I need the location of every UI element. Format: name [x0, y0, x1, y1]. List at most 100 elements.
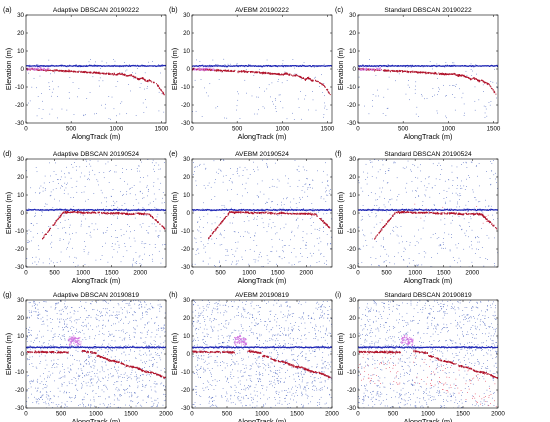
ground-point: [303, 212, 305, 214]
noise-point: [490, 170, 492, 172]
ground-point: [284, 213, 286, 215]
surface-point: [420, 65, 422, 67]
surface-point: [241, 208, 243, 210]
noise-point: [237, 241, 239, 243]
ground-point: [127, 213, 129, 215]
structure-point: [380, 70, 382, 71]
panel-letter: (d): [3, 151, 12, 158]
ground-point: [324, 85, 326, 87]
structure-point: [195, 69, 197, 71]
surface-point: [192, 209, 194, 211]
noise-point: [66, 166, 67, 168]
structure-point: [365, 67, 367, 69]
ground-point: [385, 70, 387, 72]
ground-point: [66, 210, 68, 212]
ground-point: [325, 223, 327, 225]
noise-point: [281, 201, 282, 203]
noise-point: [238, 231, 239, 233]
noise-point: [491, 170, 493, 172]
ground-point: [299, 76, 301, 78]
ground-point: [396, 71, 398, 73]
noise-point: [423, 256, 425, 258]
noise-point: [307, 178, 308, 180]
noise-point: [302, 240, 304, 242]
structure-point: [366, 68, 368, 70]
noise-point: [73, 114, 75, 115]
noise-point: [443, 198, 445, 199]
noise-point: [158, 236, 159, 238]
surface-point: [136, 210, 138, 212]
noise-point: [52, 207, 54, 209]
surface-point: [488, 65, 490, 67]
noise-point: [160, 182, 162, 184]
structure-point: [42, 69, 43, 71]
ground-point: [31, 67, 33, 69]
noise-point: [70, 197, 72, 199]
noise-point: [415, 216, 417, 218]
noise-point: [459, 88, 460, 90]
noise-point: [157, 236, 159, 237]
noise-point: [250, 237, 251, 238]
noise-point: [362, 218, 364, 220]
noise-point: [87, 179, 88, 180]
noise-point: [321, 181, 323, 183]
noise-point: [163, 162, 165, 163]
noise-point: [157, 235, 159, 237]
noise-point: [69, 227, 71, 229]
noise-point: [50, 175, 51, 177]
noise-point: [302, 186, 304, 187]
noise-point: [266, 159, 268, 161]
noise-point: [371, 176, 373, 177]
ground-point: [118, 212, 120, 214]
noise-point: [247, 192, 248, 194]
ground-point: [311, 214, 313, 215]
ground-point: [131, 74, 132, 76]
ground-point: [383, 70, 385, 72]
ground-point: [56, 70, 58, 72]
noise-point: [83, 115, 85, 117]
noise-point: [214, 265, 215, 266]
noise-point: [152, 60, 153, 62]
noise-point: [289, 206, 291, 208]
ground-point: [65, 212, 67, 214]
noise-point: [45, 188, 46, 189]
ground-point: [223, 69, 225, 71]
noise-point: [124, 243, 126, 244]
noise-point: [243, 221, 245, 223]
noise-point: [197, 221, 199, 223]
ground-point: [210, 235, 212, 237]
ground-point: [281, 211, 283, 213]
noise-point: [105, 208, 106, 210]
ground-point: [44, 234, 46, 236]
ground-point: [156, 83, 157, 85]
noise-point: [414, 264, 416, 266]
noise-point: [460, 185, 461, 187]
noise-point: [219, 260, 220, 262]
noise-point: [256, 245, 258, 246]
ground-point: [292, 213, 294, 215]
x-tick-label: 0: [24, 126, 28, 133]
ground-point: [295, 75, 297, 77]
ground-point: [122, 213, 124, 215]
noise-point: [52, 189, 54, 191]
noise-point: [236, 109, 237, 111]
noise-point: [231, 249, 233, 250]
ground-point: [293, 75, 295, 77]
noise-point: [41, 211, 43, 213]
surface-point: [108, 209, 111, 211]
noise-point: [242, 175, 244, 176]
ground-point: [139, 213, 141, 215]
noise-point: [323, 213, 325, 215]
ground-point: [104, 212, 106, 214]
ground-point: [312, 213, 314, 215]
surface-point: [286, 209, 288, 211]
ground-point: [279, 212, 281, 214]
noise-point: [323, 231, 324, 232]
noise-point: [42, 232, 43, 234]
noise-point: [245, 69, 247, 70]
noise-point: [385, 173, 387, 174]
noise-point: [294, 67, 295, 69]
surface-point: [77, 65, 79, 67]
noise-point: [147, 232, 149, 234]
noise-point: [236, 263, 238, 265]
